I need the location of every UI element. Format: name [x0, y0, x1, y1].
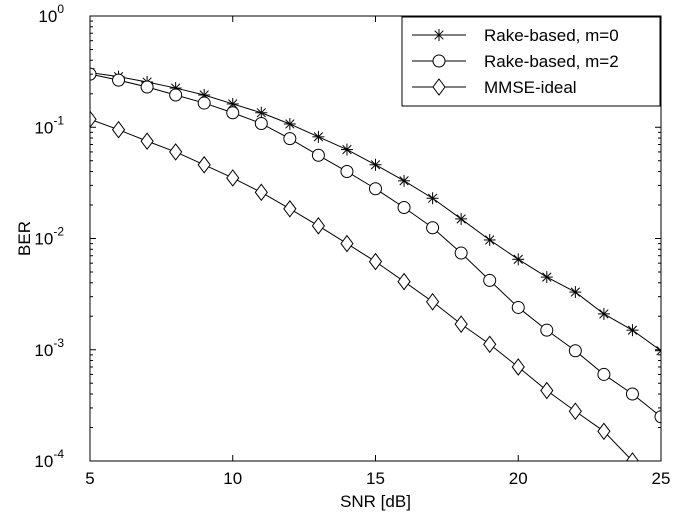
data-point-circle	[511, 300, 525, 314]
data-point-diamond	[169, 143, 183, 161]
y-axis-title: BER	[15, 221, 34, 256]
series-layer	[90, 66, 661, 461]
legend-label: Rake-based, m=0	[484, 26, 619, 45]
data-point-diamond	[140, 132, 154, 150]
x-tick-label: 5	[85, 469, 94, 488]
data-point-circle	[369, 182, 382, 196]
legend-label: MMSE-ideal	[484, 78, 577, 97]
data-point-circle	[311, 148, 325, 162]
data-point-asterisk	[369, 158, 382, 171]
data-point-diamond	[597, 422, 611, 441]
series-circle	[90, 67, 661, 424]
data-point-diamond	[111, 120, 126, 139]
data-point-circle	[112, 73, 126, 87]
data-point-circle	[197, 96, 211, 110]
x-tick-label: 15	[366, 469, 385, 488]
y-tick-label: 10-4	[34, 447, 64, 471]
data-point-asterisk	[398, 174, 411, 187]
y-tick-exponent: -4	[53, 447, 64, 461]
legend-item: Rake-based, m=0	[412, 26, 619, 45]
y-tick-base: 10	[38, 7, 57, 26]
y-tick-base: 10	[34, 452, 53, 471]
data-point-diamond	[432, 78, 446, 96]
data-point-diamond	[311, 216, 326, 235]
data-point-asterisk	[426, 192, 439, 205]
data-point-circle	[226, 106, 240, 120]
plot-frame	[89, 15, 662, 462]
data-point-asterisk	[340, 143, 353, 156]
x-tick-label: 25	[652, 469, 671, 488]
data-point-diamond	[568, 402, 582, 421]
data-point-circle	[483, 273, 497, 287]
data-point-asterisk	[312, 130, 325, 143]
data-point-circle	[654, 410, 661, 424]
data-point-asterisk	[255, 106, 268, 119]
data-point-diamond	[197, 155, 211, 174]
y-tick-label: 10-2	[34, 225, 64, 249]
data-point-asterisk	[569, 286, 582, 299]
data-point-circle	[432, 54, 446, 68]
data-point-asterisk	[283, 117, 296, 130]
data-point-asterisk	[433, 29, 445, 41]
data-point-circle	[540, 323, 554, 337]
legend: Rake-based, m=0 Rake-based, m=2 MMSE-ideal	[401, 16, 661, 107]
data-point-asterisk	[655, 344, 661, 357]
data-point-asterisk	[483, 233, 496, 246]
data-point-diamond	[425, 292, 440, 311]
y-tick-label: 10-3	[34, 336, 64, 360]
data-point-diamond	[90, 110, 97, 129]
data-point-diamond	[625, 452, 640, 461]
y-tick-exponent: -1	[53, 113, 64, 127]
y-tick-base: 10	[34, 341, 53, 360]
data-point-diamond	[283, 199, 297, 218]
data-point-diamond	[540, 381, 554, 400]
data-point-asterisk	[626, 324, 639, 337]
data-point-circle	[454, 246, 468, 260]
legend-item: MMSE-ideal	[412, 78, 577, 97]
data-point-circle	[597, 367, 611, 381]
data-point-circle	[397, 200, 411, 214]
data-point-diamond	[454, 315, 468, 333]
y-tick-base: 10	[34, 118, 53, 137]
data-point-asterisk	[512, 253, 525, 266]
data-point-diamond	[511, 358, 525, 376]
data-point-diamond	[226, 169, 240, 187]
y-tick-label: 10-1	[34, 113, 64, 137]
data-point-diamond	[254, 183, 268, 202]
data-point-asterisk	[597, 307, 610, 320]
data-point-circle	[169, 88, 183, 102]
data-point-circle	[568, 344, 582, 358]
data-point-diamond	[340, 234, 354, 253]
data-point-circle	[140, 80, 154, 94]
x-tick-label: 20	[509, 469, 528, 488]
y-tick-label: 100	[38, 2, 64, 26]
data-point-circle	[340, 165, 354, 179]
y-tick-base: 10	[34, 230, 53, 249]
data-point-asterisk	[455, 212, 468, 225]
y-tick-exponent: -2	[53, 225, 64, 239]
data-point-diamond	[397, 272, 411, 291]
y-tick-exponent: -3	[53, 336, 64, 350]
legend-item: Rake-based, m=2	[412, 52, 619, 71]
y-tick-exponent: 0	[57, 2, 64, 16]
data-point-diamond	[483, 335, 497, 354]
data-point-diamond	[368, 252, 383, 271]
data-point-circle	[426, 221, 440, 235]
series-diamond	[90, 110, 640, 461]
legend-label: Rake-based, m=2	[484, 52, 619, 71]
data-point-circle	[254, 117, 268, 131]
data-point-circle	[625, 387, 639, 401]
x-tick-label: 10	[223, 469, 242, 488]
data-point-asterisk	[540, 271, 553, 284]
data-point-circle	[283, 132, 297, 146]
x-axis-title: SNR [dB]	[340, 492, 411, 511]
